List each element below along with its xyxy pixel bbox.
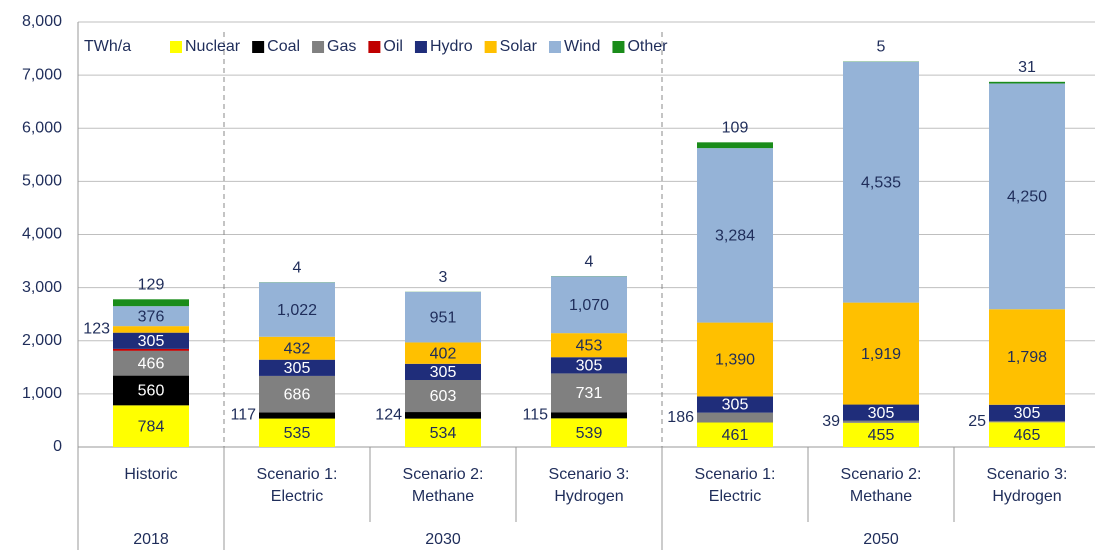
x-tick-label: Methane	[412, 488, 474, 505]
value-label: 465	[1014, 427, 1041, 444]
legend-label: Gas	[327, 38, 356, 55]
value-label: 539	[576, 425, 603, 442]
value-label: 1,919	[861, 346, 901, 363]
y-tick-label: 8,000	[22, 13, 62, 30]
unit-label: TWh/a	[84, 38, 131, 55]
legend-swatch	[368, 41, 380, 53]
value-label: 731	[576, 385, 603, 402]
value-label: 603	[430, 388, 457, 405]
bar-segment	[113, 299, 189, 306]
value-label: 3	[439, 269, 448, 286]
value-label: 534	[430, 425, 457, 442]
legend-label: Oil	[383, 38, 403, 55]
value-label: 560	[138, 383, 165, 400]
value-label: 186	[667, 409, 694, 426]
legend-swatch	[485, 41, 497, 53]
value-label: 115	[522, 407, 548, 424]
x-tick-label: Scenario 1:	[695, 466, 776, 483]
legend-swatch	[252, 41, 264, 53]
value-label: 432	[284, 340, 311, 357]
legend-swatch	[549, 41, 561, 53]
legend-label: Nuclear	[185, 38, 241, 55]
x-tick-label: Scenario 2:	[841, 466, 922, 483]
bar-segment	[113, 326, 189, 333]
value-label: 1,390	[715, 352, 755, 369]
value-label: 376	[138, 308, 165, 325]
value-label: 461	[722, 427, 749, 444]
value-label: 535	[284, 425, 311, 442]
value-label: 129	[138, 277, 165, 294]
value-label: 117	[230, 407, 256, 424]
value-label: 686	[284, 386, 311, 403]
group-label: 2030	[425, 531, 461, 548]
legend-swatch	[312, 41, 324, 53]
value-label: 1,798	[1007, 349, 1047, 366]
y-tick-label: 1,000	[22, 385, 62, 402]
bar-segment	[551, 412, 627, 418]
value-label: 5	[877, 39, 886, 56]
value-label: 305	[722, 397, 749, 414]
value-label: 4	[293, 259, 302, 276]
x-tick-label: Scenario 1:	[257, 466, 338, 483]
value-label: 453	[576, 337, 603, 354]
legend-label: Hydro	[430, 38, 473, 55]
group-label: 2018	[133, 531, 169, 548]
value-label: 109	[722, 120, 749, 137]
legend-swatch	[415, 41, 427, 53]
x-tick-label: Hydrogen	[992, 488, 1061, 505]
bar-segment	[697, 413, 773, 423]
legend-label: Coal	[267, 38, 300, 55]
y-tick-label: 7,000	[22, 66, 62, 83]
value-label: 402	[430, 345, 457, 362]
group-label: 2050	[863, 531, 899, 548]
x-tick-label: Methane	[850, 488, 912, 505]
value-label: 4	[585, 253, 594, 270]
x-tick-label: Hydrogen	[554, 488, 623, 505]
x-tick-label: Scenario 3:	[987, 466, 1068, 483]
value-label: 124	[375, 407, 402, 424]
y-tick-label: 4,000	[22, 226, 62, 243]
bar-segment	[697, 142, 773, 148]
legend-swatch	[612, 41, 624, 53]
value-label: 305	[1014, 405, 1041, 422]
value-label: 123	[83, 321, 110, 338]
legend-swatch	[170, 41, 182, 53]
x-tick-label: Electric	[271, 488, 323, 505]
x-tick-label: Scenario 3:	[549, 466, 630, 483]
value-label: 305	[430, 364, 457, 381]
value-label: 3,284	[715, 228, 755, 245]
value-label: 305	[576, 358, 603, 375]
value-label: 4,250	[1007, 189, 1047, 206]
y-tick-label: 0	[53, 438, 62, 455]
bar-segment	[989, 82, 1065, 84]
value-label: 39	[822, 413, 840, 430]
x-tick-label: Historic	[124, 466, 177, 483]
value-label: 305	[138, 333, 165, 350]
y-tick-label: 2,000	[22, 332, 62, 349]
y-tick-label: 5,000	[22, 173, 62, 190]
value-label: 4,535	[861, 174, 901, 191]
y-tick-label: 6,000	[22, 119, 62, 136]
legend-label: Solar	[500, 38, 538, 55]
value-label: 1,070	[569, 297, 609, 314]
value-label: 305	[284, 360, 311, 377]
x-tick-label: Scenario 2:	[403, 466, 484, 483]
value-label: 305	[868, 405, 895, 422]
value-label: 784	[138, 418, 165, 435]
value-label: 951	[430, 309, 457, 326]
value-label: 31	[1018, 59, 1036, 76]
legend-label: Wind	[564, 38, 600, 55]
bar-segment	[259, 412, 335, 418]
x-tick-label: Electric	[709, 488, 761, 505]
value-label: 455	[868, 427, 895, 444]
bar-segment	[405, 412, 481, 419]
value-label: 25	[968, 413, 986, 430]
value-label: 1,022	[277, 302, 317, 319]
value-label: 466	[138, 355, 165, 372]
y-tick-label: 3,000	[22, 279, 62, 296]
legend-label: Other	[627, 38, 668, 55]
